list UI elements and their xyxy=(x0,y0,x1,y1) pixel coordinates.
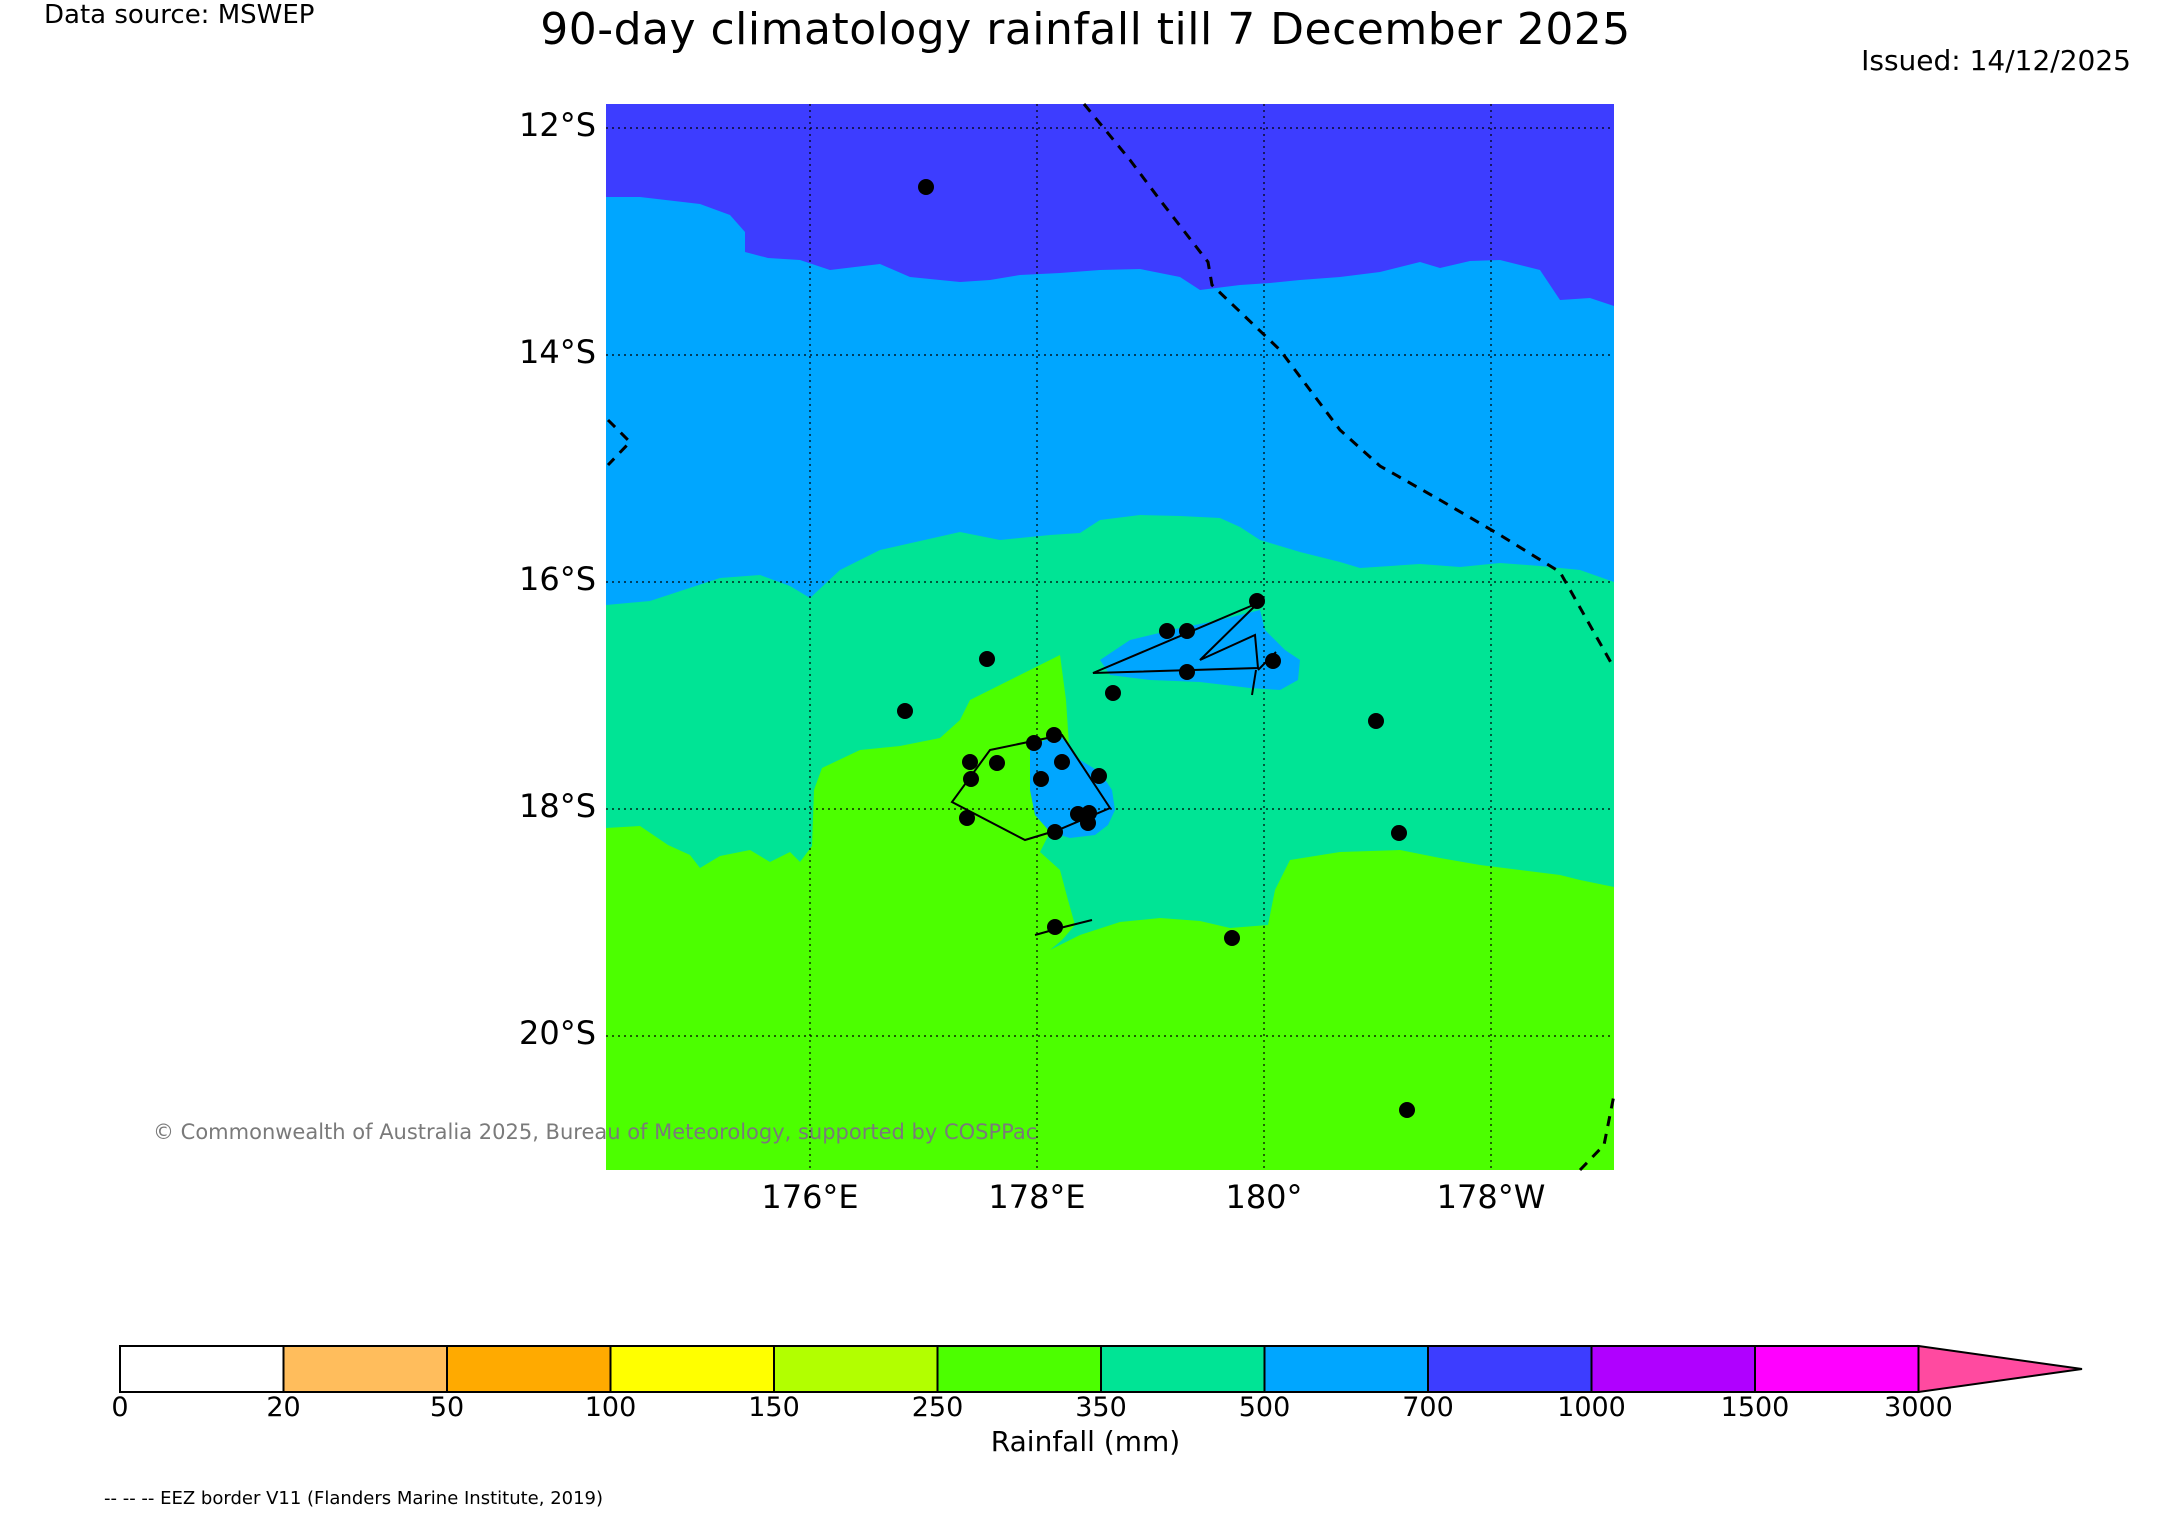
eez-legend-note: -- -- -- EEZ border V11 (Flanders Marine… xyxy=(104,1488,604,1509)
colorbar-segment xyxy=(1100,1345,1266,1393)
colorbar-tick: 700 xyxy=(1402,1392,1454,1423)
station-marker xyxy=(1179,664,1195,680)
data-source-label: Data source: MSWEP xyxy=(44,0,315,30)
colorbar-segment xyxy=(936,1345,1102,1393)
map-gridlines xyxy=(606,104,1614,1170)
station-marker xyxy=(1105,685,1121,701)
station-marker xyxy=(1159,623,1175,639)
station-marker xyxy=(1046,727,1062,743)
station-marker xyxy=(979,651,995,667)
colorbar-tick: 50 xyxy=(429,1392,465,1423)
colorbar-segment xyxy=(773,1345,939,1393)
station-markers xyxy=(897,179,1415,1118)
lon-label: 180° xyxy=(1225,1178,1303,1216)
station-marker xyxy=(897,703,913,719)
station-marker xyxy=(1047,824,1063,840)
station-marker xyxy=(1091,768,1107,784)
rainfall-band-350mm xyxy=(606,655,1614,1170)
station-marker xyxy=(1224,930,1240,946)
colorbar-segment xyxy=(282,1345,448,1393)
colorbar-tick: 20 xyxy=(266,1392,301,1423)
lat-label: 14°S xyxy=(518,333,596,371)
colorbar-segment xyxy=(446,1345,612,1393)
rainfall-contours xyxy=(606,104,1614,1170)
station-marker xyxy=(962,754,978,770)
lon-label: 176°E xyxy=(761,1178,859,1216)
station-marker xyxy=(1033,771,1049,787)
station-marker xyxy=(989,755,1005,771)
colorbar-title: Rainfall (mm) xyxy=(990,1425,1181,1458)
station-marker xyxy=(1368,713,1384,729)
station-marker xyxy=(1047,919,1063,935)
issued-date: Issued: 14/12/2025 xyxy=(1861,44,2131,77)
station-marker xyxy=(1265,653,1281,669)
station-marker xyxy=(1391,825,1407,841)
colorbar-segment xyxy=(1754,1345,1920,1393)
colorbar-segment xyxy=(609,1345,775,1393)
colorbar-extend-arrow xyxy=(1917,1344,2083,1394)
colorbar-tick: 1000 xyxy=(1557,1392,1626,1423)
lat-label: 12°S xyxy=(518,106,596,144)
lat-label: 20°S xyxy=(518,1014,596,1052)
lon-label: 178°E xyxy=(988,1178,1086,1216)
colorbar-segment xyxy=(1590,1345,1756,1393)
station-marker xyxy=(1026,735,1042,751)
station-marker xyxy=(1399,1102,1415,1118)
copyright-notice: © Commonwealth of Australia 2025, Bureau… xyxy=(153,1120,1038,1144)
colorbar-tick: 350 xyxy=(1075,1392,1127,1423)
colorbar-tick: 1500 xyxy=(1720,1392,1790,1423)
colorbar-segment xyxy=(1263,1345,1429,1393)
colorbar-segment xyxy=(1427,1345,1593,1393)
colorbar-tick: 0 xyxy=(111,1392,129,1423)
colorbar-tick: 250 xyxy=(911,1392,964,1423)
colorbar-tick: 500 xyxy=(1238,1392,1291,1423)
eez-border-lines xyxy=(606,103,1616,1172)
station-marker xyxy=(918,179,934,195)
station-marker xyxy=(1054,754,1070,770)
lon-label: 178°W xyxy=(1436,1178,1546,1216)
station-marker xyxy=(1080,815,1096,831)
lat-label: 18°S xyxy=(518,787,596,825)
station-marker xyxy=(1249,593,1265,609)
colorbar-tick: 150 xyxy=(748,1392,800,1423)
map-title: 90-day climatology rainfall till 7 Decem… xyxy=(540,4,1631,55)
lat-label: 16°S xyxy=(518,560,596,598)
rainfall-band-700mm-vanualevu xyxy=(1100,610,1300,690)
colorbar-tick: 3000 xyxy=(1884,1392,1953,1423)
station-marker xyxy=(959,810,975,826)
station-marker xyxy=(963,771,979,787)
colorbar-segment xyxy=(119,1345,285,1393)
colorbar-tick: 100 xyxy=(584,1392,637,1423)
rainfall-colorbar xyxy=(119,1344,2083,1394)
station-marker xyxy=(1179,623,1195,639)
